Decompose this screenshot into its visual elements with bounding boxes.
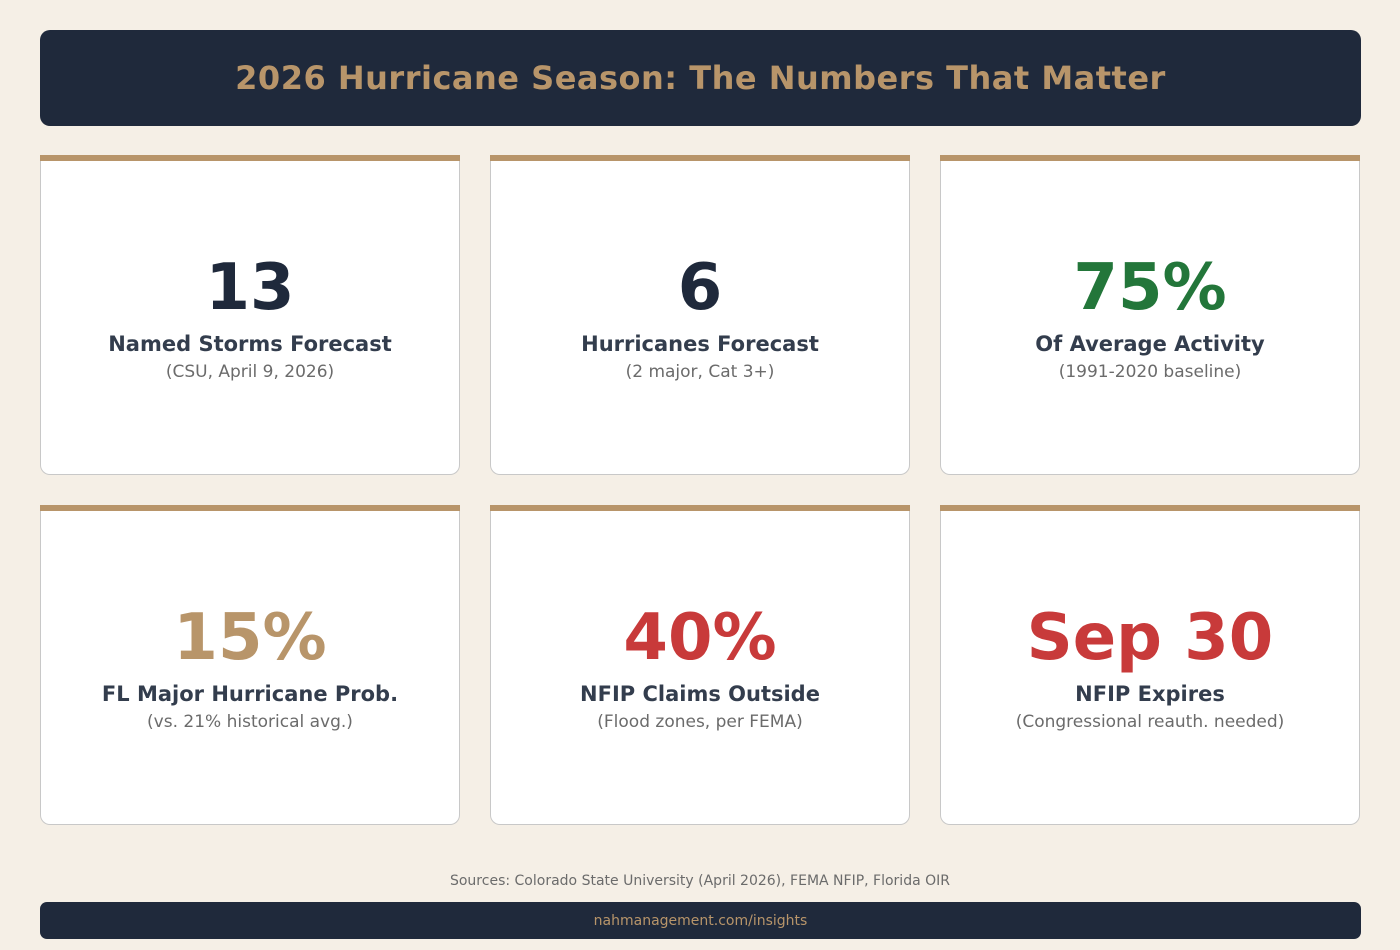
stat-label: Of Average Activity <box>1035 331 1265 356</box>
stat-label: FL Major Hurricane Prob. <box>101 681 399 706</box>
stat-value: 13 <box>205 251 295 326</box>
stat-label: NFIP Claims Outside <box>580 681 820 706</box>
card-accent-bar <box>39 155 460 161</box>
stat-value: 15% <box>173 601 327 676</box>
footer-banner: nahmanagement.com/insights <box>40 902 1361 939</box>
stat-value: 6 <box>677 251 723 326</box>
stat-value: 40% <box>623 601 777 676</box>
stat-subtext: (2 major, Cat 3+) <box>625 361 775 382</box>
stat-card-average-activity: 75% Of Average Activity (1991-2020 basel… <box>939 155 1360 475</box>
stat-card-named-storms: 13 Named Storms Forecast (CSU, April 9, … <box>39 155 460 475</box>
card-accent-bar <box>489 155 910 161</box>
card-accent-bar <box>939 505 1360 511</box>
sources-note: Sources: Colorado State University (Apri… <box>449 873 950 889</box>
stat-label: Hurricanes Forecast <box>581 331 819 356</box>
stat-label: Named Storms Forecast <box>108 331 392 356</box>
stat-card-nfip-expires: Sep 30 NFIP Expires (Congressional reaut… <box>939 505 1360 825</box>
stat-card-nfip-claims: 40% NFIP Claims Outside (Flood zones, pe… <box>489 505 910 825</box>
website-link[interactable]: nahmanagement.com/insights <box>593 912 808 929</box>
page-title: 2026 Hurricane Season: The Numbers That … <box>235 59 1166 97</box>
stat-subtext: (CSU, April 9, 2026) <box>165 361 335 382</box>
header-banner: 2026 Hurricane Season: The Numbers That … <box>40 30 1361 126</box>
stat-label: NFIP Expires <box>1075 681 1225 706</box>
stat-value: Sep 30 <box>1026 601 1274 676</box>
stat-subtext: (Congressional reauth. needed) <box>1015 711 1285 732</box>
stat-subtext: (Flood zones, per FEMA) <box>597 711 803 732</box>
stat-value: 75% <box>1073 251 1227 326</box>
card-accent-bar <box>489 505 910 511</box>
stat-card-fl-major-prob: 15% FL Major Hurricane Prob. (vs. 21% hi… <box>39 505 460 825</box>
card-accent-bar <box>39 505 460 511</box>
card-accent-bar <box>939 155 1360 161</box>
stat-subtext: (1991-2020 baseline) <box>1058 361 1242 382</box>
stat-subtext: (vs. 21% historical avg.) <box>147 711 353 732</box>
stat-card-hurricanes: 6 Hurricanes Forecast (2 major, Cat 3+) <box>489 155 910 475</box>
